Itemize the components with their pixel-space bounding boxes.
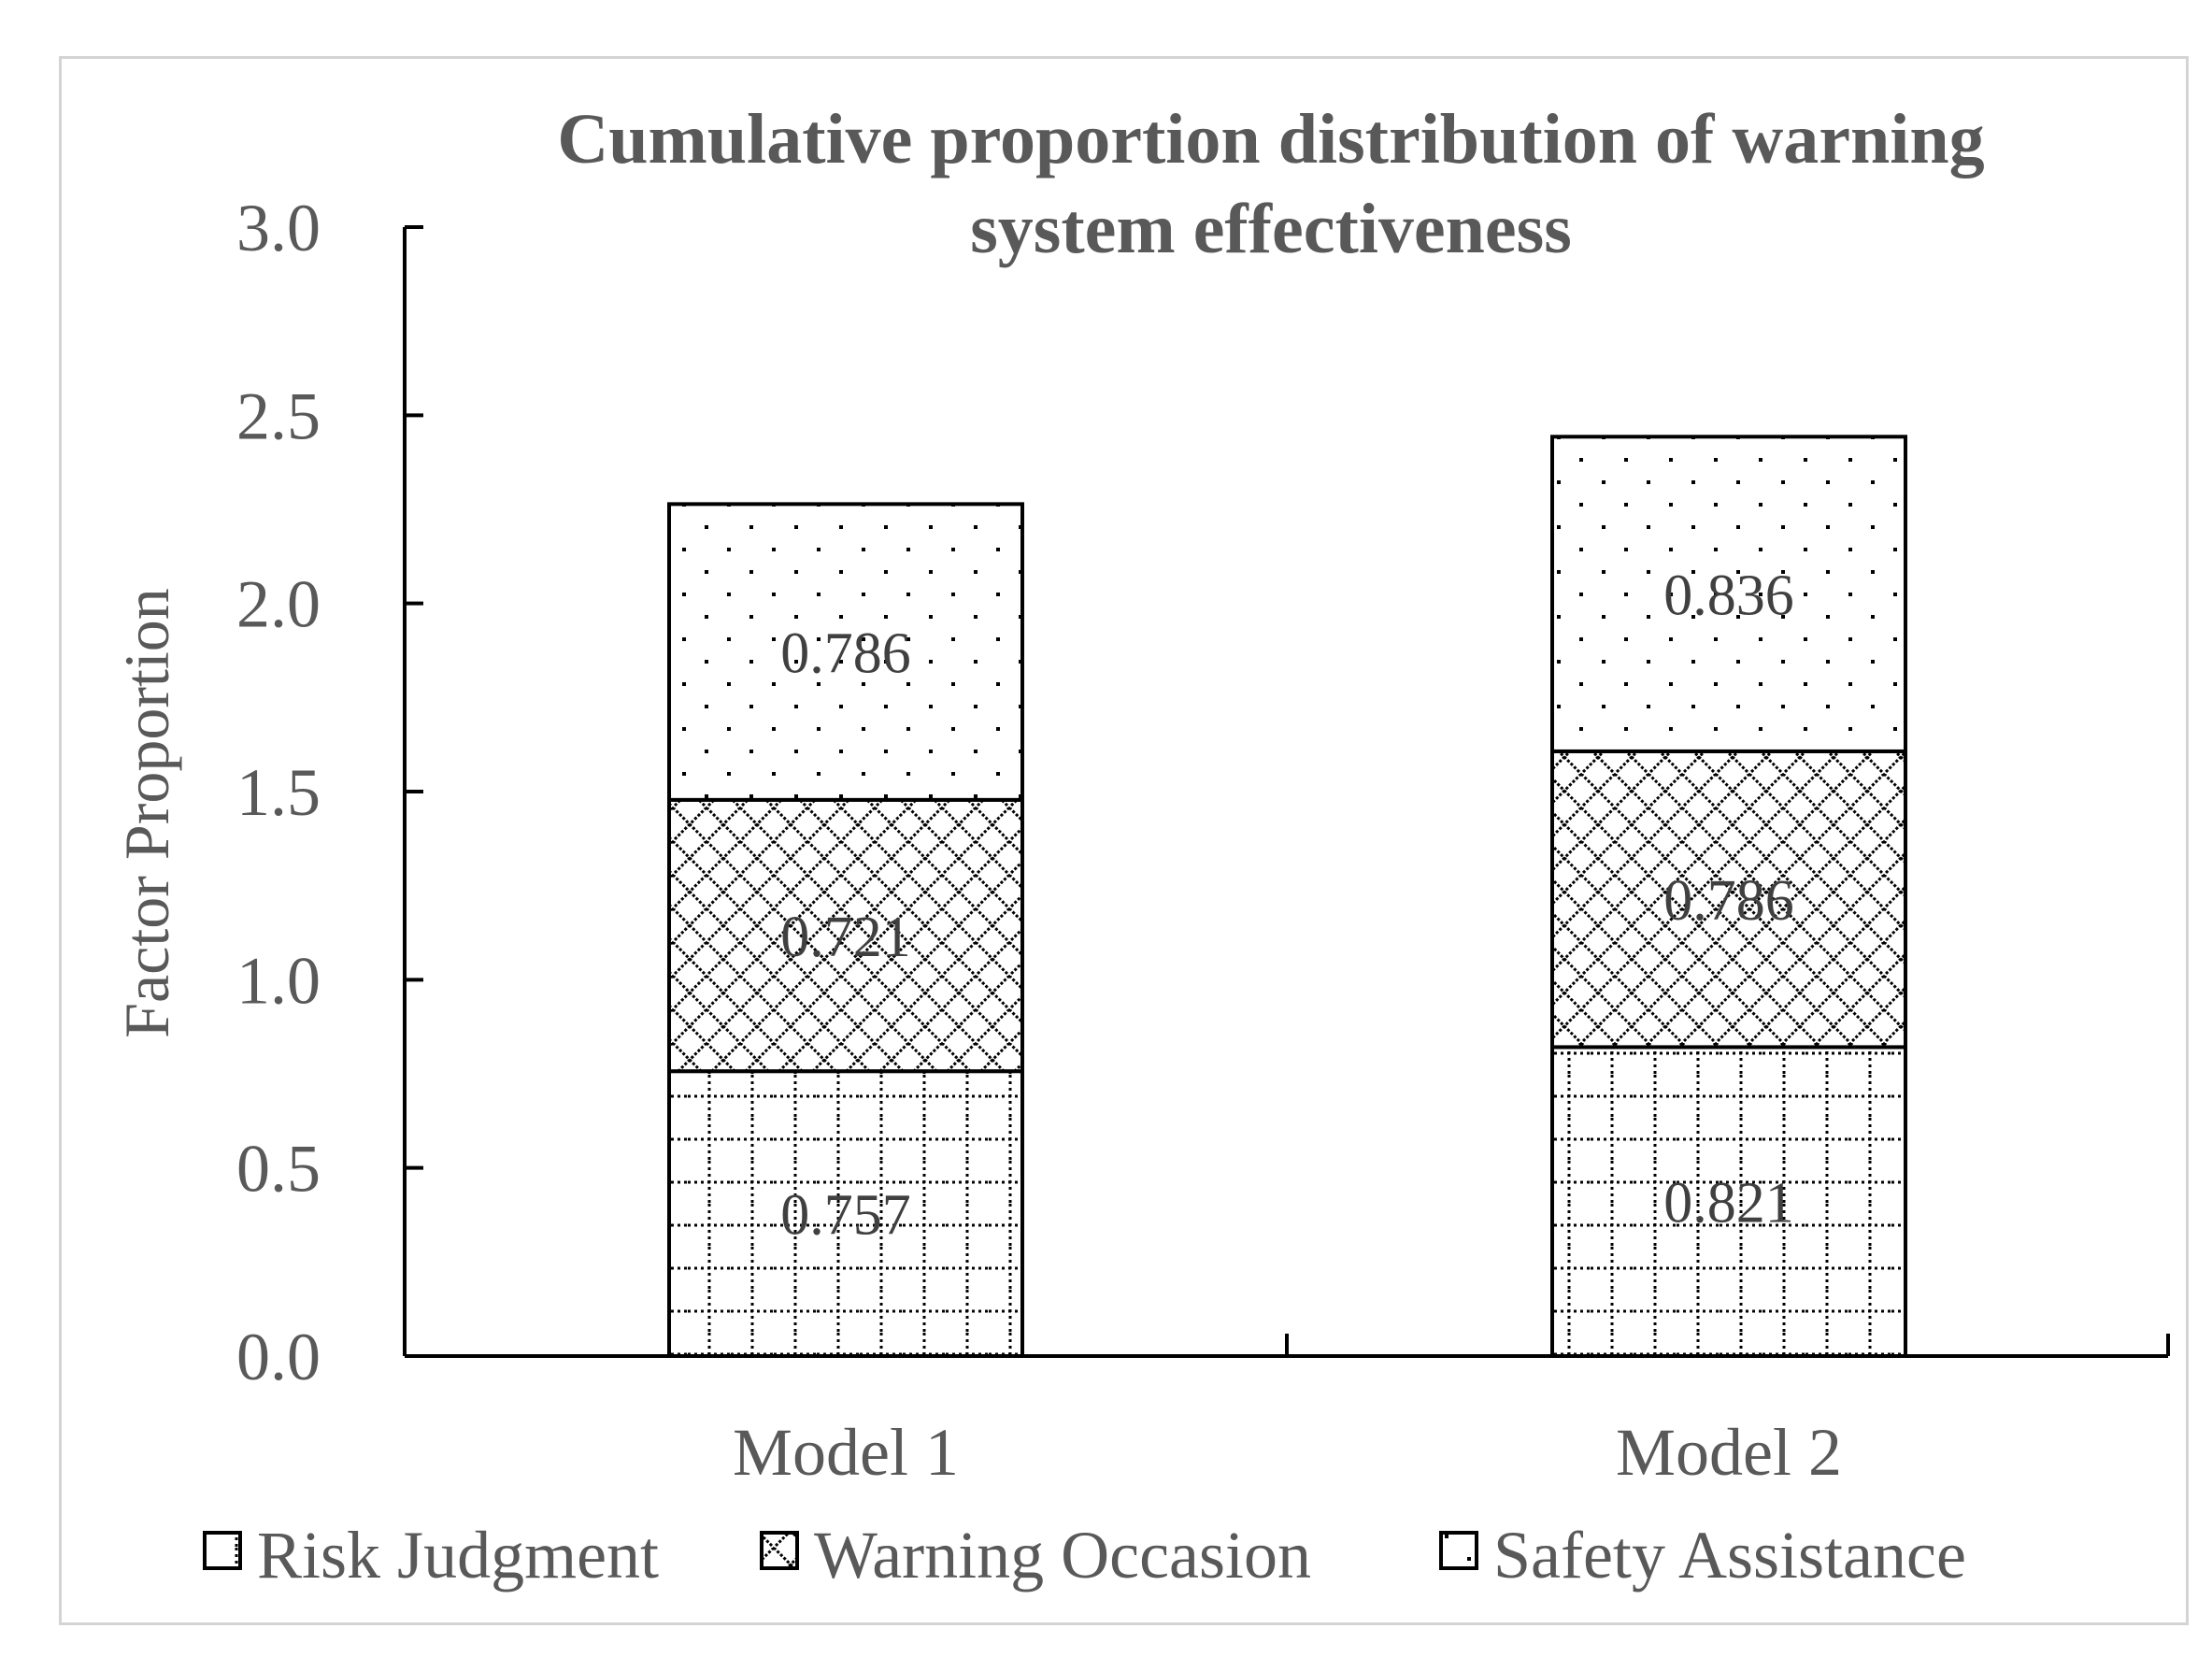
chart-title-line-2: system effectiveness — [970, 190, 1572, 268]
y-axis-ticks: 0.0 0.5 1.0 1.5 2.0 2.5 3.0 — [236, 191, 423, 1394]
data-labels-group: 0.757 0.721 0.786 0.821 0.786 0.836 — [780, 564, 1794, 1248]
y-tick-label: 3.0 — [236, 191, 321, 265]
chart-title-line-1: Cumulative proportion distribution of wa… — [557, 100, 1984, 179]
data-label-warning-occasion-model-1: 0.721 — [780, 906, 911, 969]
y-tick-label: 2.5 — [236, 379, 321, 453]
legend-item-warning-occasion: Warning Occasion — [760, 1518, 1311, 1593]
bar-segment-risk-judgment-model-1 — [667, 1069, 1024, 1358]
data-label-warning-occasion-model-2: 0.786 — [1663, 869, 1794, 933]
data-label-risk-judgment-model-2: 0.821 — [1663, 1172, 1794, 1236]
x-tick-label-model-1: Model 1 — [733, 1415, 959, 1490]
legend: Risk Judgment Warning Occasion Safety As… — [203, 1518, 1966, 1593]
legend-item-safety-assistance: Safety Assistance — [1439, 1518, 1966, 1593]
x-axis-labels: Model 1 Model 2 — [733, 1415, 1842, 1490]
legend-label-warning-occasion: Warning Occasion — [814, 1518, 1311, 1593]
legend-label-safety-assistance: Safety Assistance — [1493, 1518, 1966, 1593]
y-tick-label: 0.0 — [236, 1320, 321, 1394]
axes — [403, 227, 2170, 1358]
bar-segment-safety-assistance-model-2 — [1550, 435, 1907, 753]
bar-segment-warning-occasion-model-1 — [667, 797, 1024, 1074]
legend-swatch-warning-occasion — [760, 1531, 799, 1570]
bars-group — [667, 435, 1907, 1358]
legend-item-risk-judgment: Risk Judgment — [203, 1518, 659, 1593]
y-tick-label: 2.0 — [236, 567, 321, 642]
bar-segment-safety-assistance-model-1 — [667, 502, 1024, 802]
data-label-risk-judgment-model-1: 0.757 — [780, 1184, 911, 1248]
y-tick-label: 0.5 — [236, 1132, 321, 1207]
y-tick-label: 1.5 — [236, 755, 321, 830]
data-label-safety-assistance-model-1: 0.786 — [780, 622, 911, 686]
legend-swatch-safety-assistance — [1439, 1531, 1478, 1570]
chart-title: Cumulative proportion distribution of wa… — [557, 100, 1984, 268]
legend-swatch-risk-judgment — [203, 1531, 242, 1570]
data-label-safety-assistance-model-2: 0.836 — [1663, 564, 1794, 628]
x-tick-label-model-2: Model 2 — [1616, 1415, 1842, 1490]
y-tick-label: 1.0 — [236, 943, 321, 1018]
y-axis-label: Factor Proportion — [111, 588, 182, 1038]
legend-label-risk-judgment: Risk Judgment — [257, 1518, 659, 1593]
bar-segment-warning-occasion-model-2 — [1550, 749, 1907, 1050]
bar-segment-risk-judgment-model-2 — [1550, 1045, 1907, 1358]
